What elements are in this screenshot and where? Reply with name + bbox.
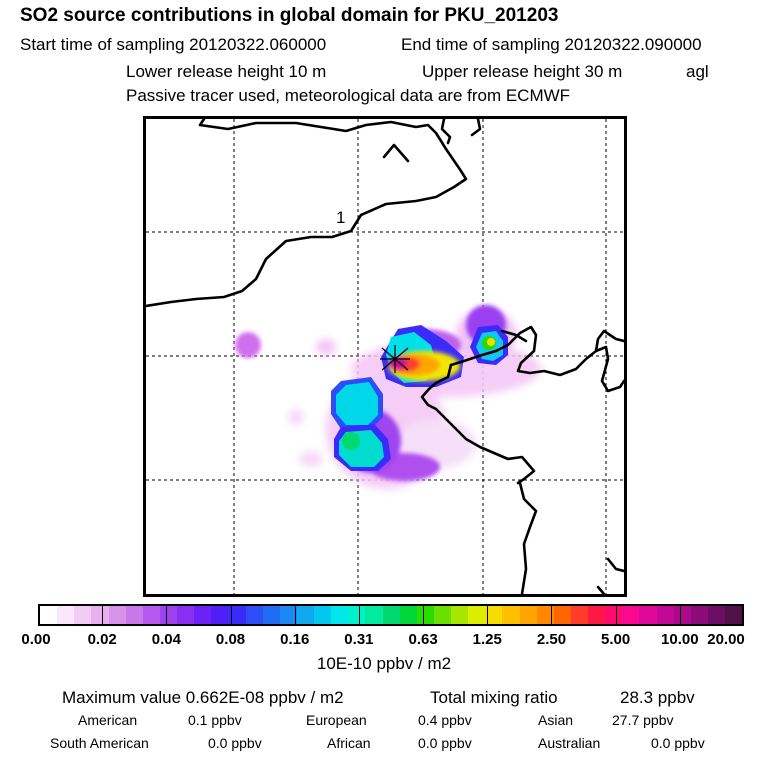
colorbar-cell: [57, 606, 75, 624]
colorbar-tick-label: 0.04: [151, 631, 181, 648]
colorbar-cell: [656, 606, 674, 624]
colorbar-cell: [194, 606, 212, 624]
colorbar-cell: [707, 606, 725, 624]
colorbar-tick-label: 0.31: [344, 631, 374, 648]
region-value-african: 0.0 ppbv: [418, 735, 472, 751]
colorbar-separator: [551, 604, 553, 626]
map-canvas: 1: [146, 119, 624, 594]
maximum-value: Maximum value 0.662E-08 ppbv / m2: [62, 688, 344, 707]
colorbar-separator: [487, 604, 489, 626]
colorbar-cell: [451, 606, 469, 624]
colorbar-tick-label: 0.08: [215, 631, 246, 648]
colorbar-cell: [331, 606, 349, 624]
colorbar-cell: [725, 606, 743, 624]
grid-lines: [146, 119, 624, 594]
region-value-south-american: 0.0 ppbv: [208, 735, 262, 751]
colorbar-separator: [102, 604, 104, 626]
agl-label: agl: [686, 62, 709, 81]
colorbar-cell: [673, 606, 691, 624]
colorbar-cell: [365, 606, 383, 624]
colorbar-cell: [416, 606, 434, 624]
colorbar-cell: [40, 606, 58, 624]
colorbar-cell: [690, 606, 708, 624]
colorbar-cell: [91, 606, 109, 624]
region-value-american: 0.1 ppbv: [188, 712, 242, 728]
colorbar-cell: [228, 606, 246, 624]
map-panel: 1: [143, 116, 627, 597]
colorbar-cell: [588, 606, 606, 624]
colorbar-tick-label: 1.25: [472, 631, 502, 648]
colorbar-separator: [230, 604, 232, 626]
colorbar-cell: [142, 606, 160, 624]
colorbar-cell: [348, 606, 366, 624]
region-name-african: African: [327, 735, 371, 751]
colorbar-cell: [468, 606, 486, 624]
total-mixing-value: 28.3 ppbv: [620, 688, 695, 707]
colorbar-cell: [125, 606, 143, 624]
region-name-asian: Asian: [538, 712, 574, 728]
colorbar-cell: [108, 606, 126, 624]
region-name-south-american: South American: [50, 735, 149, 751]
colorbar-tick-label: 20.00: [707, 631, 745, 648]
colorbar-separator: [294, 604, 296, 626]
region-name-european: European: [306, 712, 367, 728]
colorbar-cell: [485, 606, 503, 624]
colorbar-cell: [211, 606, 229, 624]
start-sampling-time: Start time of sampling 20120322.060000: [20, 35, 327, 54]
colorbar-cell: [74, 606, 92, 624]
tracer-note: Passive tracer used, meteorological data…: [126, 86, 571, 105]
colorbar-cell: [262, 606, 280, 624]
plot-title: SO2 source contributions in global domai…: [20, 5, 559, 26]
colorbar-cell: [279, 606, 297, 624]
colorbar-cell: [159, 606, 177, 624]
region-name-australian: Australian: [538, 735, 601, 751]
colorbar-cell: [502, 606, 520, 624]
colorbar-cell: [570, 606, 588, 624]
colorbar-cell: [314, 606, 332, 624]
region-value-european: 0.4 ppbv: [418, 712, 472, 728]
colorbar-unit: 10E-10 ppbv / m2: [316, 654, 452, 673]
colorbar-separator: [166, 604, 168, 626]
colorbar-separator: [423, 604, 425, 626]
colorbar-tick-label: 5.00: [601, 631, 631, 648]
end-sampling-time: End time of sampling 20120322.090000: [401, 35, 702, 54]
colorbar-tick-label: 10.00: [661, 631, 699, 648]
colorbar-cell: [605, 606, 623, 624]
lower-release-height: Lower release height 10 m: [126, 62, 327, 81]
colorbar-cell: [519, 606, 537, 624]
colorbar-cell: [296, 606, 314, 624]
upper-release-height: Upper release height 30 m: [422, 62, 623, 81]
colorbar-tick-label: 0.02: [87, 631, 117, 648]
colorbar-cell: [382, 606, 400, 624]
colorbar: [38, 604, 744, 626]
colorbar-cell: [536, 606, 554, 624]
region-name-american: American: [78, 712, 138, 728]
colorbar-separator: [615, 604, 617, 626]
coastlines: [146, 119, 624, 594]
colorbar-separator: [358, 604, 360, 626]
receptor-marker: [380, 345, 410, 373]
colorbar-cell: [433, 606, 451, 624]
total-mixing-label: Total mixing ratio: [430, 688, 558, 707]
region-value-asian: 27.7 ppbv: [612, 712, 674, 728]
colorbar-tick-label: 0.16: [280, 631, 310, 648]
colorbar-cell: [245, 606, 263, 624]
contour-label: 1: [336, 208, 345, 227]
colorbar-tick-label: 0.63: [408, 631, 438, 648]
colorbar-cell: [399, 606, 417, 624]
colorbar-tick-label: 2.50: [536, 631, 567, 648]
colorbar-cell: [553, 606, 571, 624]
colorbar-cell: [639, 606, 657, 624]
colorbar-cell: [622, 606, 640, 624]
plume-contours: [235, 305, 541, 489]
colorbar-tick-label: 0.00: [21, 631, 51, 648]
region-value-australian: 0.0 ppbv: [651, 735, 705, 751]
colorbar-cell: [177, 606, 195, 624]
colorbar-separator: [679, 604, 681, 626]
